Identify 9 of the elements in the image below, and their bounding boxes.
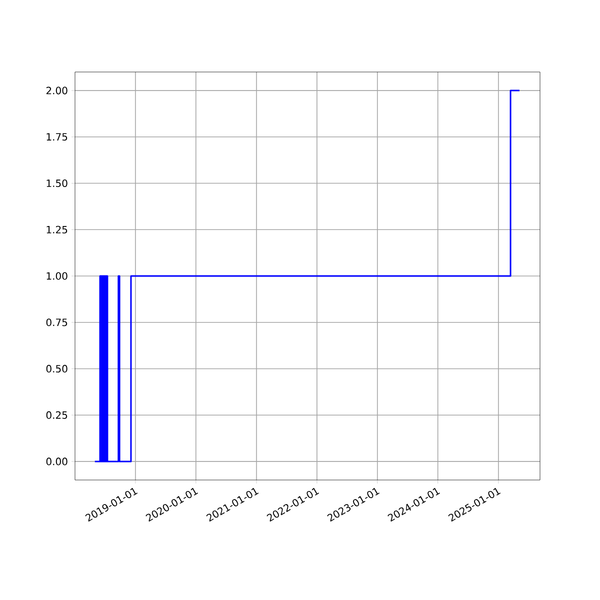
- y-tick-label: 1.75: [46, 133, 68, 141]
- y-tick-label: 0.00: [46, 458, 68, 466]
- y-tick-label: 0.75: [46, 318, 68, 326]
- y-tick-label: 0.50: [46, 364, 68, 373]
- y-tick-label: 1.00: [46, 272, 68, 280]
- y-tick-label: 1.50: [46, 179, 68, 188]
- y-tick-label: 2.00: [46, 86, 68, 94]
- y-tick-label: 0.25: [46, 411, 68, 419]
- y-tick-label: 1.25: [46, 226, 68, 234]
